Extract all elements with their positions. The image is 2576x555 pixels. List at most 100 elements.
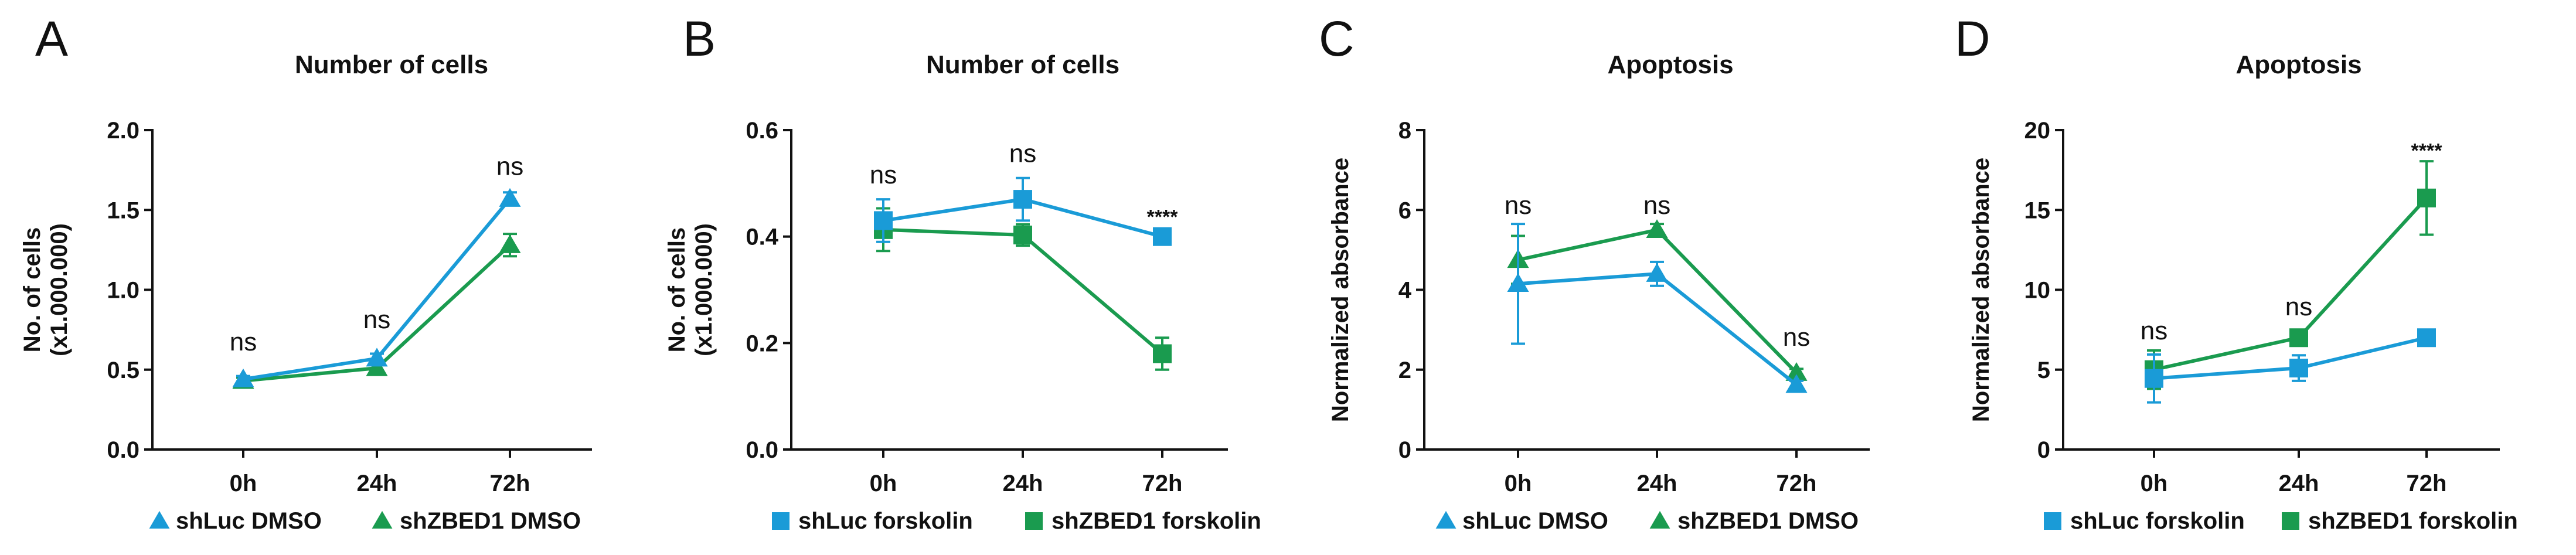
legend-label: shZBED1 forskolin [2308, 508, 2518, 534]
legend-marker [149, 510, 170, 529]
legend-label: shLuc DMSO [1462, 508, 1608, 534]
y-tick-label: 0.4 [746, 224, 778, 250]
data-point [874, 211, 893, 230]
legend: shLuc forskolin shZBED1 forskolin [772, 508, 1261, 534]
y-tick-label: 1.0 [107, 278, 139, 304]
data-point [366, 357, 388, 376]
legend: shLuc DMSO shZBED1 DMSO [149, 508, 581, 534]
y-tick-label: 2 [1398, 357, 1411, 383]
y-tick-label: 5 [2037, 357, 2050, 383]
chart-title: Number of cells [295, 50, 488, 79]
x-tick-label: 0h [1505, 471, 1532, 496]
data-point [2289, 359, 2308, 378]
legend-marker [2044, 512, 2061, 530]
y-tick-label: 8 [1398, 118, 1411, 144]
y-tick-label: 0.5 [107, 357, 139, 383]
y-tick-label: 4 [1398, 278, 1412, 304]
y-axis-label-units: (x1.000.000) [46, 223, 72, 356]
y-tick-label: 0.0 [746, 437, 778, 463]
panel-letter: C [1319, 11, 1355, 66]
data-point [499, 234, 521, 253]
legend-label: shLuc forskolin [798, 508, 973, 534]
significance-label: ns [496, 152, 523, 181]
panel-c: C Apoptosis Normalized absorbance 0 2 4 6 8 0h 24… [1319, 11, 1870, 534]
x-tick-label: 24h [2279, 471, 2319, 496]
series-shluc-forskolin [2145, 328, 2436, 404]
panel-letter: B [683, 11, 716, 66]
x-tick-label: 72h [2407, 471, 2447, 496]
data-point [2417, 188, 2436, 207]
y-tick-label: 1.5 [107, 198, 139, 223]
y-tick-label: 10 [2024, 278, 2051, 304]
significance-label: ns [230, 328, 257, 356]
x-tick-label: 72h [1777, 471, 1817, 496]
y-tick-label: 0.0 [107, 437, 139, 463]
y-tick-label: 0.6 [746, 118, 778, 144]
x-tick-label: 0h [230, 471, 257, 496]
legend-label: shZBED1 DMSO [1677, 508, 1859, 534]
y-tick-label: 0 [1398, 437, 1411, 463]
legend: shLuc DMSO shZBED1 DMSO [1435, 508, 1859, 534]
chart-title: Apoptosis [1607, 50, 1733, 79]
y-tick-label: 0 [2037, 437, 2050, 463]
series-line [883, 227, 1163, 355]
data-point [366, 348, 388, 367]
data-point [2145, 369, 2163, 388]
legend: shLuc forskolin shZBED1 forskolin [2044, 508, 2518, 534]
x-tick-label: 24h [1003, 471, 1043, 496]
series-shluc-forskolin [874, 176, 1172, 246]
significance-label: ns [2141, 316, 2167, 345]
x-tick-label: 24h [357, 471, 397, 496]
x-tick-label: 0h [2141, 471, 2168, 496]
y-tick-label: 0.2 [746, 331, 778, 356]
panel-letter: D [1955, 11, 1990, 66]
significance-label: **** [1147, 206, 1179, 228]
legend-marker [2282, 512, 2299, 530]
y-tick-label: 15 [2024, 198, 2051, 223]
data-point [2289, 328, 2308, 348]
data-point [1153, 227, 1172, 246]
legend-marker [372, 510, 393, 529]
legend-marker [772, 512, 790, 530]
y-axis-label-units: (x1.000.000) [691, 223, 717, 356]
series-shluc-dmso [1507, 223, 1808, 393]
panel-d: D Apoptosis Normalized absorbance 0 5 10 15 20 0… [1955, 11, 2518, 534]
x-tick-label: 72h [490, 471, 530, 496]
y-axis-label: No. of cells [664, 227, 690, 352]
x-tick-label: 24h [1637, 471, 1677, 496]
y-tick-label: 6 [1398, 198, 1411, 223]
significance-label: ns [1505, 191, 1532, 220]
data-point [1013, 225, 1032, 244]
x-tick-label: 0h [870, 471, 897, 496]
legend-marker [1435, 510, 1457, 529]
x-tick-label: 72h [1142, 471, 1183, 496]
significance-label: ns [2285, 292, 2312, 321]
series-shzbed1-forskolin [2145, 160, 2436, 390]
data-point [1785, 374, 1808, 393]
data-point [1507, 273, 1529, 292]
y-axis-label: Normalized absorbance [1328, 158, 1353, 422]
legend-label: shZBED1 DMSO [400, 508, 581, 534]
panel-a: A Number of cells No. of cells (x1.000.000)… [19, 11, 592, 534]
series-shluc-dmso [232, 188, 521, 387]
data-point [2417, 328, 2436, 348]
panel-letter: A [35, 11, 68, 66]
significance-label: ns [1783, 323, 1810, 352]
data-point [232, 368, 254, 387]
significance-label: **** [2411, 140, 2443, 162]
y-tick-label: 2.0 [107, 118, 139, 144]
chart-title: Apoptosis [2235, 50, 2361, 79]
y-axis-label: No. of cells [19, 227, 45, 352]
legend-label: shZBED1 forskolin [1052, 508, 1261, 534]
data-point [1646, 263, 1668, 282]
legend-label: shLuc DMSO [176, 508, 322, 534]
y-tick-label: 20 [2024, 118, 2051, 144]
data-point [1153, 344, 1172, 363]
significance-label: ns [1009, 139, 1036, 168]
chart-title: Number of cells [926, 50, 1119, 79]
data-point [1785, 362, 1808, 381]
data-point [1646, 219, 1668, 238]
data-point [499, 188, 521, 207]
legend-marker [1025, 512, 1043, 530]
